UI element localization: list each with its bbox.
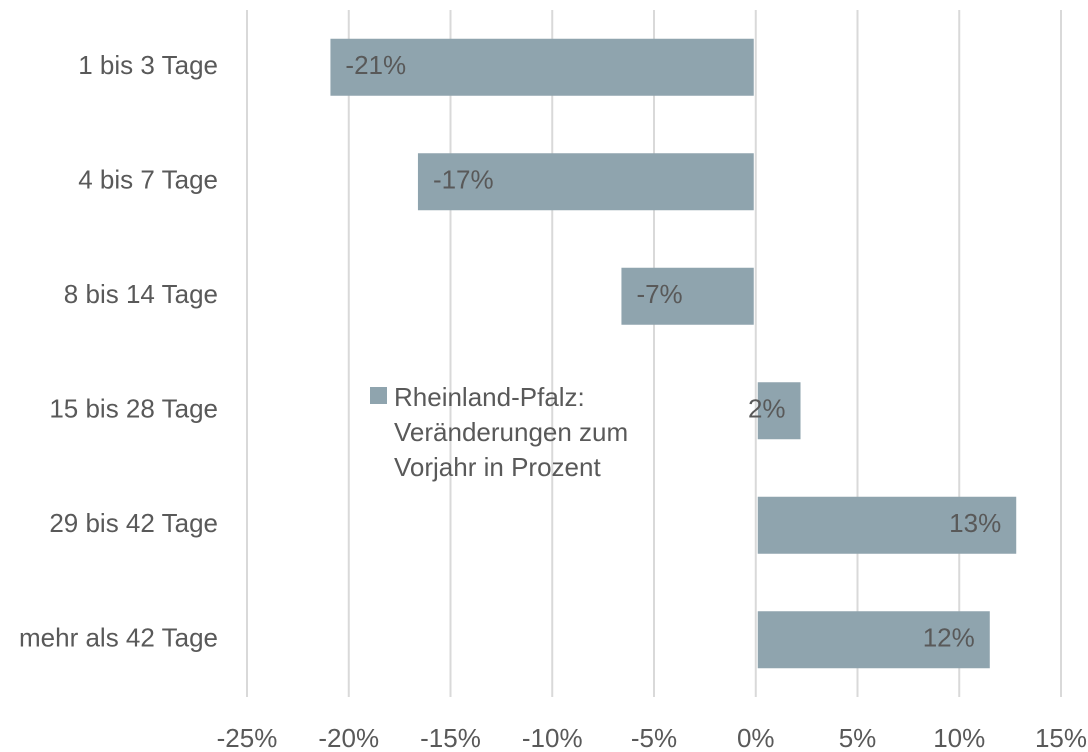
x-tick-label: -20% xyxy=(318,723,379,752)
bar xyxy=(757,496,1017,554)
bar xyxy=(757,611,990,669)
y-tick-label: 8 bis 14 Tage xyxy=(64,279,218,309)
data-label: 2% xyxy=(748,394,786,424)
y-tick-label: 15 bis 28 Tage xyxy=(49,394,218,424)
legend: Rheinland-Pfalz: Veränderungen zum Vorja… xyxy=(370,380,654,485)
x-tick-label: 10% xyxy=(933,723,985,752)
y-tick-label: mehr als 42 Tage xyxy=(19,623,218,653)
x-tick-label: -10% xyxy=(522,723,583,752)
x-tick-label: -5% xyxy=(631,723,677,752)
legend-swatch xyxy=(370,387,387,404)
y-tick-label: 1 bis 3 Tage xyxy=(78,50,218,80)
x-tick-label: 0% xyxy=(737,723,775,752)
data-label: 13% xyxy=(949,508,1001,538)
bar xyxy=(417,153,754,211)
data-label: 12% xyxy=(923,623,975,653)
data-label: -21% xyxy=(345,50,406,80)
bar xyxy=(757,382,801,440)
y-tick-label: 29 bis 42 Tage xyxy=(49,508,218,538)
bar xyxy=(621,267,754,325)
x-tick-label: -25% xyxy=(217,723,278,752)
x-tick-label: 15% xyxy=(1035,723,1087,752)
x-tick-label: -15% xyxy=(420,723,481,752)
data-label: -7% xyxy=(636,279,682,309)
y-tick-label: 4 bis 7 Tage xyxy=(78,165,218,195)
x-tick-label: 5% xyxy=(839,723,877,752)
data-label: -17% xyxy=(433,165,494,195)
legend-label: Rheinland-Pfalz: Veränderungen zum Vorja… xyxy=(394,382,629,482)
bar xyxy=(330,38,754,96)
